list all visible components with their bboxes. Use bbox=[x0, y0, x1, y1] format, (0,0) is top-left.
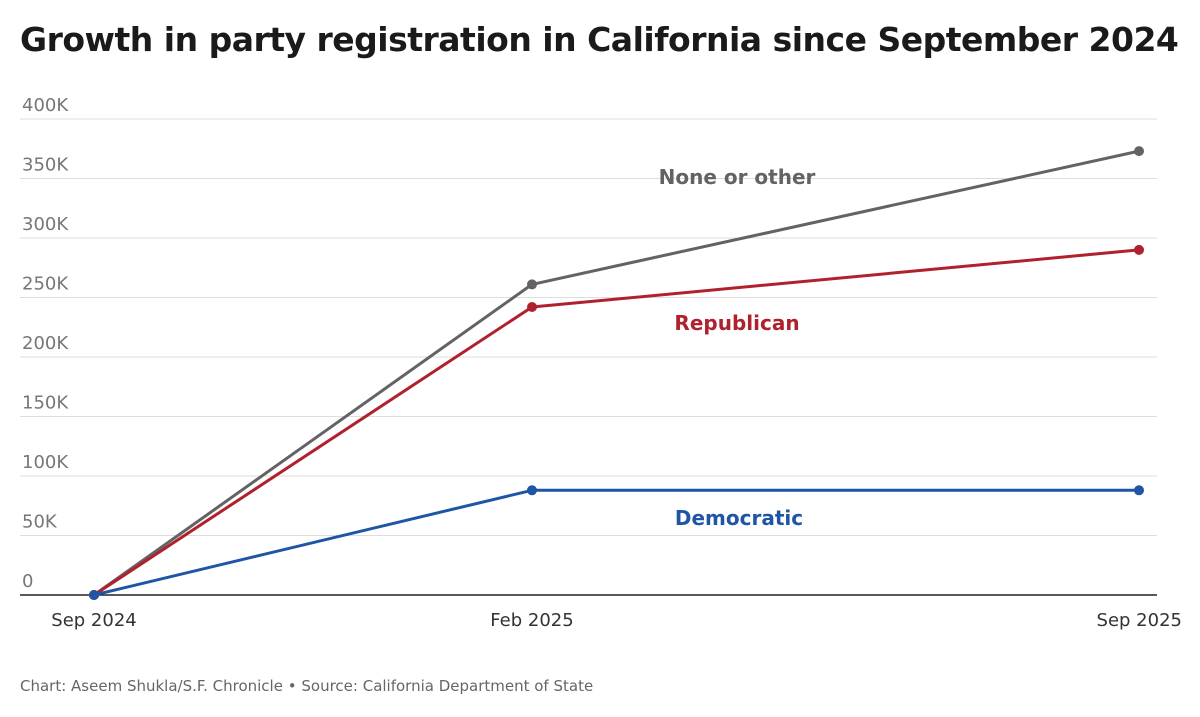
y-tick-label: 0 bbox=[22, 571, 33, 592]
y-tick-label: 50K bbox=[22, 512, 58, 533]
series-line bbox=[92, 248, 1141, 597]
chart-source: Source: California Department of State bbox=[301, 677, 594, 695]
x-tick-label: Sep 2024 bbox=[51, 610, 136, 631]
chart-footer: Chart: Aseem Shukla/S.F. Chronicle • Sou… bbox=[20, 677, 593, 695]
y-tick-label: 350K bbox=[22, 155, 69, 176]
x-tick-label: Feb 2025 bbox=[490, 610, 573, 631]
data-point bbox=[527, 279, 537, 290]
series-labels: None or other Republican Democratic bbox=[659, 165, 816, 530]
series-line bbox=[92, 488, 1141, 597]
y-tick-label: 400K bbox=[22, 95, 69, 116]
series-line bbox=[92, 149, 1141, 597]
data-point bbox=[527, 485, 537, 496]
data-point bbox=[1134, 244, 1144, 255]
series-label: Democratic bbox=[675, 506, 803, 530]
y-tick-label: 100K bbox=[22, 452, 69, 473]
series-label: Republican bbox=[674, 311, 799, 335]
data-point bbox=[527, 302, 537, 313]
data-point bbox=[89, 590, 99, 600]
data-point bbox=[1134, 485, 1144, 496]
chart-title: Growth in party registration in Californ… bbox=[20, 20, 1179, 59]
footer-separator: • bbox=[287, 677, 297, 695]
data-point bbox=[1134, 146, 1144, 157]
gridlines bbox=[20, 118, 1157, 596]
y-tick-label: 300K bbox=[22, 214, 69, 235]
series-lines bbox=[89, 146, 1144, 600]
y-tick-label: 200K bbox=[22, 333, 69, 354]
x-tick-label: Sep 2025 bbox=[1097, 610, 1182, 631]
series-label: None or other bbox=[659, 165, 816, 189]
x-axis-ticks: Sep 2024 Feb 2025 Sep 2025 bbox=[51, 610, 1182, 631]
y-axis-ticks: 0 50K 100K 150K 200K 250K 300K 350K 400K bbox=[22, 95, 69, 592]
y-tick-label: 250K bbox=[22, 274, 69, 295]
chart-credit: Chart: Aseem Shukla/S.F. Chronicle bbox=[20, 677, 283, 695]
y-tick-label: 150K bbox=[22, 393, 69, 414]
